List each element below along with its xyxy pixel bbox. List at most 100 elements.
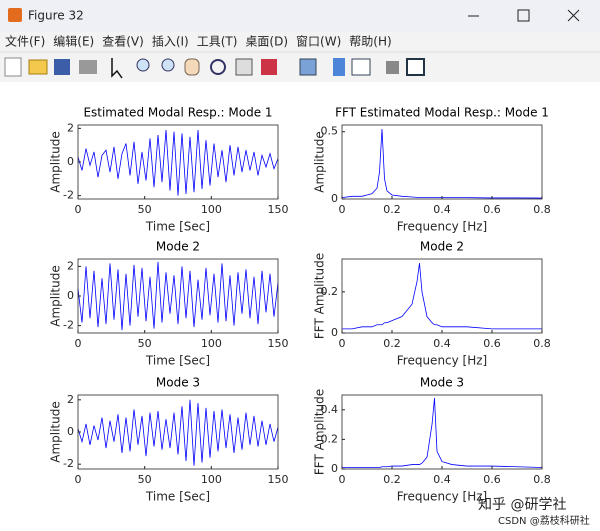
axes-title: Mode 3	[156, 376, 200, 390]
x-tick-label: 0.6	[483, 337, 501, 350]
y-axis-label: Amplitude	[49, 131, 63, 193]
app-icon	[8, 8, 22, 22]
x-tick-label: 100	[201, 203, 222, 216]
tool-colorbar[interactable]	[333, 58, 345, 76]
y-tick-label: 0	[67, 425, 74, 438]
x-tick-label: 50	[138, 203, 152, 216]
y-tick-label: 0	[331, 326, 338, 339]
y-tick-label: 0	[331, 462, 338, 475]
y-axis-label: Amplitude	[49, 265, 63, 327]
y-tick-label: 0.2	[321, 285, 339, 298]
x-tick-label: 150	[268, 203, 289, 216]
y-axis-label: FFT Amplitude	[313, 253, 327, 339]
plot-area	[342, 125, 542, 199]
x-axis-label: Time [Sec]	[145, 220, 210, 234]
window-title: Figure 32	[28, 9, 84, 23]
y-tick-label: 0.2	[321, 432, 339, 445]
x-tick-label: 0.2	[383, 337, 401, 350]
x-axis-label: Time [Sec]	[145, 354, 210, 368]
menu-item[interactable]: 工具(T)	[197, 35, 238, 49]
x-axis-label: Frequency [Hz]	[397, 354, 488, 368]
data-line	[342, 263, 542, 330]
plot-area	[342, 395, 542, 469]
x-tick-label: 0.4	[433, 473, 451, 486]
x-axis-label: Time [Sec]	[145, 490, 210, 504]
menu-item[interactable]: 查看(V)	[102, 35, 144, 49]
tool-legend[interactable]	[351, 58, 371, 76]
tool-rotate[interactable]	[210, 59, 226, 75]
plot-area	[342, 259, 542, 333]
x-tick-label: 0.2	[383, 203, 401, 216]
plot-area	[78, 395, 278, 469]
x-tick-label: 100	[201, 337, 222, 350]
y-tick-label: 0	[67, 155, 74, 168]
data-line	[77, 130, 279, 196]
tool-pan[interactable]	[184, 58, 200, 76]
axes-title: Estimated Modal Resp.: Mode 1	[83, 106, 272, 120]
tool-datatip[interactable]	[235, 58, 253, 76]
y-tick-label: 0	[67, 289, 74, 302]
x-axis-label: Frequency [Hz]	[397, 490, 488, 504]
y-axis-label: Amplitude	[313, 131, 327, 193]
tool-brush[interactable]	[261, 59, 277, 75]
menu-item[interactable]: 插入(I)	[152, 35, 189, 49]
x-tick-label: 0	[339, 337, 346, 350]
x-tick-label: 0.4	[433, 203, 451, 216]
tool-zoom-in[interactable]	[136, 58, 150, 72]
x-tick-label: 0	[75, 473, 82, 486]
y-tick-label: -2	[63, 189, 74, 202]
x-tick-label: 50	[138, 473, 152, 486]
y-axis-label: FFT Amplitude	[313, 389, 327, 475]
maximize-button[interactable]	[517, 9, 530, 22]
title-bar	[0, 0, 600, 32]
tool-link[interactable]	[299, 58, 317, 76]
watermark: 知乎 @研学社	[478, 496, 566, 513]
tool-print[interactable]	[79, 60, 97, 74]
axes-title: Mode 3	[420, 376, 464, 390]
tool-open[interactable]	[28, 59, 48, 75]
y-tick-label: 2	[67, 259, 74, 272]
x-tick-label: 0.6	[483, 203, 501, 216]
y-tick-label: -2	[63, 319, 74, 332]
data-line	[342, 397, 543, 468]
x-tick-label: 0	[339, 203, 346, 216]
tool-pointer[interactable]	[111, 58, 123, 79]
x-tick-label: 0.8	[533, 203, 551, 216]
menu-item[interactable]: 窗口(W)	[296, 35, 341, 49]
x-tick-label: 0	[75, 203, 82, 216]
menu-item[interactable]: 帮助(H)	[349, 35, 391, 49]
close-button[interactable]	[567, 9, 580, 22]
watermark: CSDN @荔枝科研社	[498, 514, 590, 527]
tool-save[interactable]	[54, 59, 70, 75]
x-tick-label: 0.6	[483, 473, 501, 486]
axes-title: FFT Estimated Modal Resp.: Mode 1	[335, 106, 549, 120]
axes-title: Mode 2	[156, 240, 200, 254]
x-tick-label: 0.8	[533, 473, 551, 486]
x-tick-label: 0.2	[383, 473, 401, 486]
y-tick-label: 2	[67, 121, 74, 134]
y-tick-label: 0.5	[321, 125, 339, 138]
data-line	[77, 261, 279, 331]
data-line	[77, 399, 279, 466]
menu-bar: 文件(F) 编辑(E) 查看(V) 插入(I) 工具(T) 桌面(D) 窗口(W) 帮助(H)	[5, 34, 392, 49]
tool-zoom-out[interactable]	[161, 58, 175, 72]
menu-item[interactable]: 编辑(E)	[53, 34, 94, 49]
x-tick-label: 100	[201, 473, 222, 486]
x-tick-label: 50	[138, 337, 152, 350]
y-axis-label: Amplitude	[49, 401, 63, 463]
x-tick-label: 0.8	[533, 337, 551, 350]
toolbar	[4, 57, 425, 79]
tool-hide[interactable]	[386, 61, 399, 74]
y-tick-label: 0.4	[321, 403, 339, 416]
menu-item[interactable]: 桌面(D)	[245, 35, 288, 49]
tool-show[interactable]	[406, 58, 425, 76]
x-tick-label: 150	[268, 337, 289, 350]
data-line	[341, 129, 543, 199]
x-tick-label: 150	[268, 473, 289, 486]
menu-item[interactable]: 文件(F)	[5, 34, 45, 49]
y-tick-label: 0	[331, 192, 338, 205]
tool-new[interactable]	[4, 57, 22, 77]
